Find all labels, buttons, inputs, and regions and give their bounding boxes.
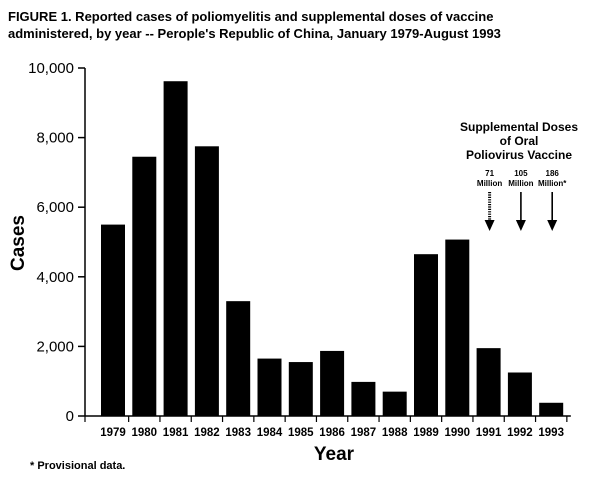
figure-title-line-2: administered, by year -- Perople's Repub… <box>8 26 501 41</box>
x-tick-label-1989: 1989 <box>413 427 439 439</box>
x-tick-label-1987: 1987 <box>351 427 377 439</box>
x-tick-label-1983: 1983 <box>225 427 251 439</box>
x-tick-label-1992: 1992 <box>507 427 533 439</box>
dose-unit: Million <box>477 179 502 188</box>
dose-amount: 71 <box>485 169 494 178</box>
bar-1979 <box>101 224 125 416</box>
y-tick-label: 6,000 <box>36 199 74 216</box>
x-tick-label-1981: 1981 <box>163 427 189 439</box>
y-axis: 0 2,000 4,000 6,000 8,000 10,000 <box>28 60 86 425</box>
footnote: * Provisional data. <box>30 460 126 472</box>
x-tick-label-1979: 1979 <box>100 427 126 439</box>
x-tick-label-1986: 1986 <box>319 427 345 439</box>
bar-1980 <box>132 156 157 417</box>
y-tick-label: 4,000 <box>36 269 74 286</box>
dose-amount: 105 <box>514 169 528 178</box>
bar-1987 <box>351 381 376 416</box>
bar-1992 <box>507 372 532 416</box>
dose-unit: Million* <box>538 179 567 188</box>
y-tick-label: 0 <box>66 408 74 425</box>
x-tick-label-1980: 1980 <box>132 427 158 439</box>
dose-amount: 186 <box>546 169 560 178</box>
annotation-heading-line: Poliovirus Vaccine <box>466 148 572 162</box>
bar-1983 <box>226 301 251 416</box>
x-axis-title: Year <box>314 444 355 465</box>
y-tick-label: 10,000 <box>28 60 74 77</box>
x-tick-label-1990: 1990 <box>445 427 471 439</box>
x-tick-label-1993: 1993 <box>538 427 564 439</box>
x-tick-label-1988: 1988 <box>382 427 408 439</box>
bars <box>101 81 564 417</box>
y-axis-title: Cases <box>8 215 29 271</box>
annotation-heading-line: Supplemental Doses <box>460 120 578 134</box>
x-tick-label-1985: 1985 <box>288 427 314 439</box>
y-tick-label: 8,000 <box>36 130 74 147</box>
bar-1991 <box>476 348 501 416</box>
bar-1993 <box>539 402 564 416</box>
figure-title: FIGURE 1. Reported cases of poliomyeliti… <box>8 8 593 42</box>
x-axis: 1979 1980 1981 1982 1983 1984 1985 1986 1987 1988… <box>84 415 571 439</box>
x-tick-label-1982: 1982 <box>194 427 220 439</box>
dose-arrow-head <box>547 220 558 231</box>
y-tick-label: 2,000 <box>36 338 74 355</box>
bar-1981 <box>163 81 188 416</box>
dose-arrow-head <box>515 220 526 231</box>
bar-1984 <box>257 358 282 416</box>
bar-1989 <box>414 254 438 416</box>
dose-unit: Million <box>508 179 533 188</box>
figure-title-line-1: FIGURE 1. Reported cases of poliomyeliti… <box>8 9 494 24</box>
bar-1986 <box>320 350 345 416</box>
annotation-heading-line: of Oral <box>500 134 539 148</box>
dose-arrow-head <box>484 220 495 231</box>
x-tick-label-1991: 1991 <box>476 427 502 439</box>
x-tick-label-1984: 1984 <box>257 427 283 439</box>
bar-1990 <box>445 239 470 416</box>
bar-1985 <box>288 362 313 416</box>
bar-1982 <box>194 146 219 417</box>
bar-1988 <box>382 391 407 416</box>
